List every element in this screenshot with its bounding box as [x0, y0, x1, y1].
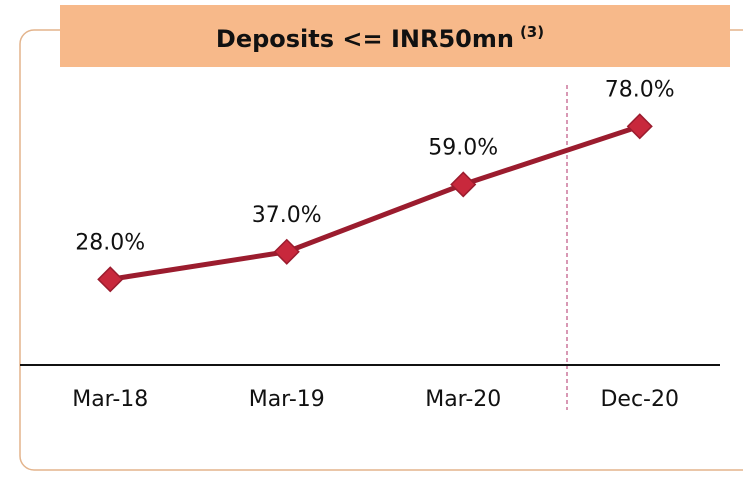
data-line [109, 123, 641, 282]
x-tick-label: Mar-20 [425, 387, 501, 412]
value-label: 28.0% [75, 230, 145, 255]
point-marker [450, 171, 477, 198]
point-marker [626, 113, 653, 140]
chart-title: Deposits <= INR50mn (3) [216, 23, 544, 53]
value-label: 37.0% [252, 203, 322, 228]
title-text: Deposits <= INR50mn [216, 25, 514, 53]
point-marker [273, 238, 300, 265]
point-marker [97, 266, 124, 293]
value-label: 78.0% [605, 77, 675, 102]
x-tick-label: Dec-20 [600, 387, 679, 412]
x-tick-label: Mar-18 [72, 387, 148, 412]
title-note: (3) [520, 23, 544, 41]
x-tick-label: Mar-19 [249, 387, 325, 412]
value-label: 59.0% [428, 135, 498, 160]
title-band [60, 5, 730, 67]
